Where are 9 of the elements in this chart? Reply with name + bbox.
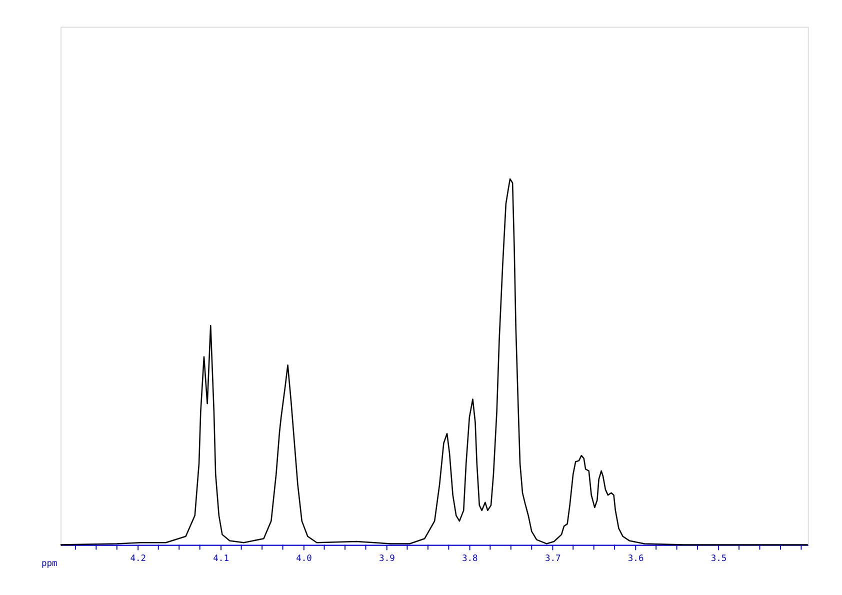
x-tick-label: 3.7 bbox=[544, 554, 561, 564]
x-axis-title: ppm bbox=[41, 558, 58, 569]
x-tick-label: 3.9 bbox=[379, 554, 395, 564]
x-tick-label: 3.6 bbox=[628, 554, 644, 564]
x-tick-label: 4.0 bbox=[296, 554, 312, 564]
x-tick-label: 4.1 bbox=[213, 554, 229, 564]
x-tick-label: 3.5 bbox=[710, 554, 727, 564]
x-tick-label: 4.2 bbox=[130, 554, 146, 564]
x-tick-label: 3.8 bbox=[462, 554, 478, 564]
